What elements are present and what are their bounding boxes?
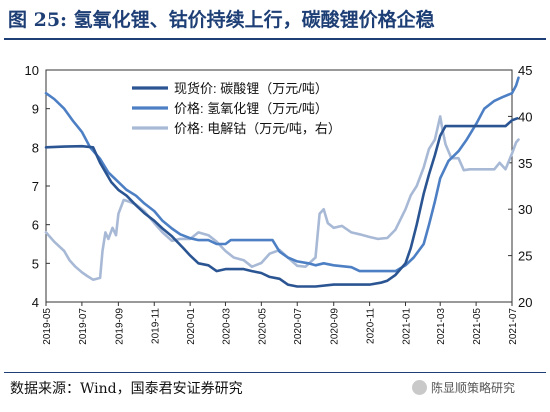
title-divider — [4, 38, 546, 40]
y-left-tick-label: 7 — [32, 179, 39, 194]
legend-label-2: 价格: 氢氧化锂（万元/吨） — [174, 101, 328, 116]
x-tick-label: 2021-01 — [402, 308, 413, 345]
x-tick-label: 2020-09 — [330, 308, 341, 345]
x-tick-label: 2020-11 — [366, 308, 377, 344]
y-left-tick-label: 8 — [32, 140, 39, 155]
chart-legend: 现货价: 碳酸锂（万元/吨） 价格: 氢氧化锂（万元/吨） 价格: 电解钴（万元/吨… — [132, 81, 341, 136]
x-tick-label: 2020-01 — [186, 308, 197, 345]
series-line-3 — [44, 115, 520, 281]
legend-label-3: 价格: 电解钴（万元/吨，右） — [174, 121, 341, 136]
y-right-tick-label: 45 — [518, 63, 532, 78]
legend-label-1: 现货价: 碳酸锂（万元/吨） — [174, 81, 328, 96]
x-tick-label: 2020-07 — [293, 308, 304, 345]
figure-title: 图 25: 氢氧化锂、钴价持续上行，碳酸锂价格企稳 — [8, 9, 435, 31]
x-tick-label: 2020-03 — [221, 308, 232, 345]
x-tick-label: 2019-09 — [114, 308, 125, 345]
footer-divider — [4, 372, 546, 373]
wechat-icon — [412, 380, 427, 395]
y-left-tick-label: 6 — [32, 218, 39, 233]
y-left-tick-label: 9 — [32, 102, 39, 117]
y-left-tick-label: 5 — [32, 256, 39, 271]
x-tick-label: 2019-07 — [78, 308, 89, 345]
series-line-2 — [44, 76, 520, 273]
series-line-1 — [44, 117, 519, 288]
x-tick-label: 2020-05 — [257, 308, 268, 345]
watermark: 陈显顺策略研究 — [412, 379, 515, 396]
y-right-tick-label: 25 — [518, 249, 532, 264]
y-right-tick-label: 40 — [518, 109, 532, 124]
x-tick-label: 2021-07 — [508, 308, 519, 345]
source-note: 数据来源：Wind，国泰君安证券研究 — [10, 381, 243, 397]
x-tick-label: 2019-11 — [150, 308, 161, 344]
x-tick-label: 2021-03 — [436, 308, 447, 345]
chart-series — [44, 76, 520, 288]
y-right-tick-label: 20 — [518, 295, 532, 310]
x-tick-label: 2019-05 — [42, 308, 53, 345]
y-left-tick-label: 10 — [25, 63, 39, 78]
y-right-tick-label: 35 — [518, 156, 532, 171]
y-left-tick-label: 4 — [32, 295, 39, 310]
x-tick-label: 2021-05 — [472, 308, 483, 345]
y-right-tick-label: 30 — [518, 202, 532, 217]
watermark-text: 陈显顺策略研究 — [431, 381, 516, 395]
